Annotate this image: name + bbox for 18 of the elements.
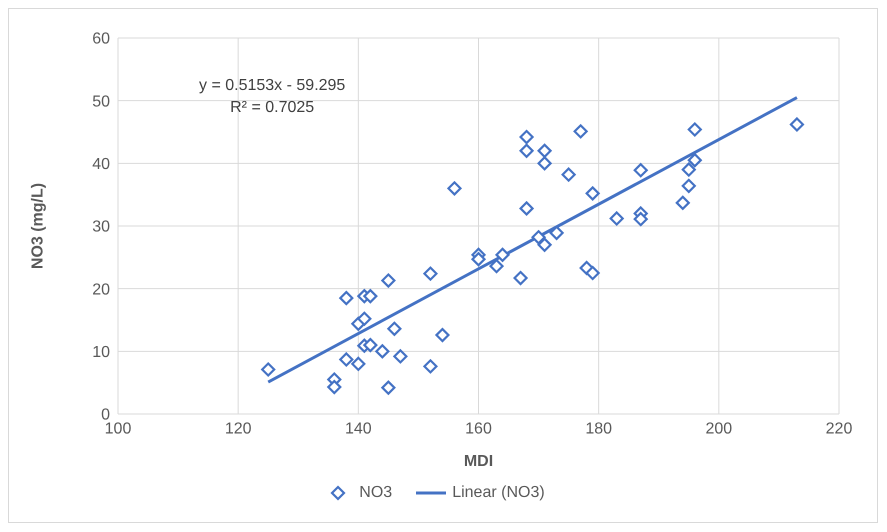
x-tick-label: 160 [465,420,492,438]
y-tick-label: 40 [92,156,110,174]
x-tick-label: 180 [585,420,612,438]
x-tick-label: 120 [224,420,252,438]
x-tick-label: 140 [344,420,372,438]
legend-label: NO3 [359,484,392,502]
y-tick-label: 60 [92,30,110,48]
legend-label: Linear (NO3) [452,484,545,502]
x-tick-label: 200 [705,420,732,438]
y-tick-label: 10 [92,344,110,362]
y-tick-label: 20 [92,281,110,298]
x-axis-title: MDI [464,453,494,470]
y-tick-label: 50 [92,93,110,110]
annotation: R² = 0.7025 [229,98,316,118]
x-tick-label: 220 [826,420,852,438]
y-tick-label: 30 [92,218,110,236]
annotation: y = 0.5153x - 59.295 [199,76,346,96]
y-axis-title: NO3 (mg/L) [30,182,47,270]
